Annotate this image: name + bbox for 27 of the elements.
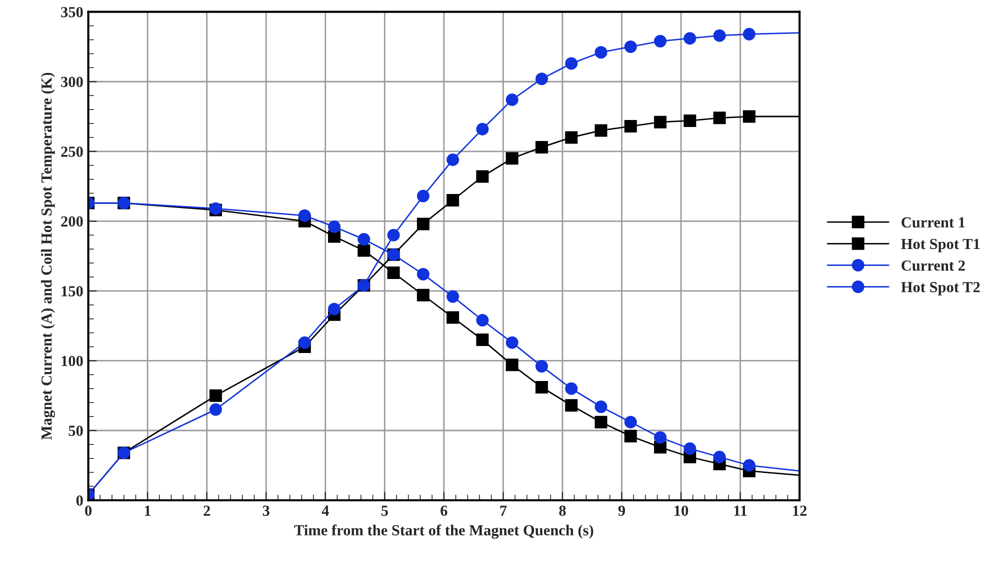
x-tick-label: 12 bbox=[793, 506, 807, 516]
x-tick-label: 7 bbox=[500, 506, 507, 516]
x-tick-label: 4 bbox=[322, 506, 329, 516]
x-tick-label: 3 bbox=[262, 506, 270, 516]
legend-label: Current 2 bbox=[902, 260, 965, 271]
legend-label: Current 1 bbox=[902, 217, 965, 228]
x-tick-label: 5 bbox=[381, 506, 388, 516]
x-tick-label: 10 bbox=[674, 506, 688, 516]
x-tick-label: 0 bbox=[85, 506, 92, 516]
y-tick-label: 250 bbox=[61, 146, 83, 157]
y-tick-label: 300 bbox=[61, 76, 83, 88]
x-tick-label: 8 bbox=[559, 506, 566, 516]
x-tick-label: 1 bbox=[144, 506, 151, 516]
y-tick-label: 50 bbox=[68, 426, 83, 436]
x-tick-label: 6 bbox=[440, 506, 448, 516]
y-tick-label: 150 bbox=[62, 286, 83, 296]
y-axis-title: Magnet Current (A) and Coil Hot Spot Temperature (K) bbox=[40, 72, 55, 440]
x-tick-label: 2 bbox=[204, 506, 210, 516]
y-tick-label: 200 bbox=[61, 216, 83, 227]
y-tick-label: 350 bbox=[61, 6, 83, 18]
legend-label: Hot Spot T1 bbox=[901, 238, 980, 252]
y-tick-label: 0 bbox=[76, 495, 83, 506]
x-tick-label: 11 bbox=[734, 506, 747, 516]
x-axis-title: Time from the Start of the Magnet Quench (s) bbox=[294, 524, 594, 539]
x-tick-label: 9 bbox=[618, 506, 626, 516]
y-tick-label: 100 bbox=[62, 356, 83, 366]
legend-label: Hot Spot T2 bbox=[901, 282, 980, 296]
